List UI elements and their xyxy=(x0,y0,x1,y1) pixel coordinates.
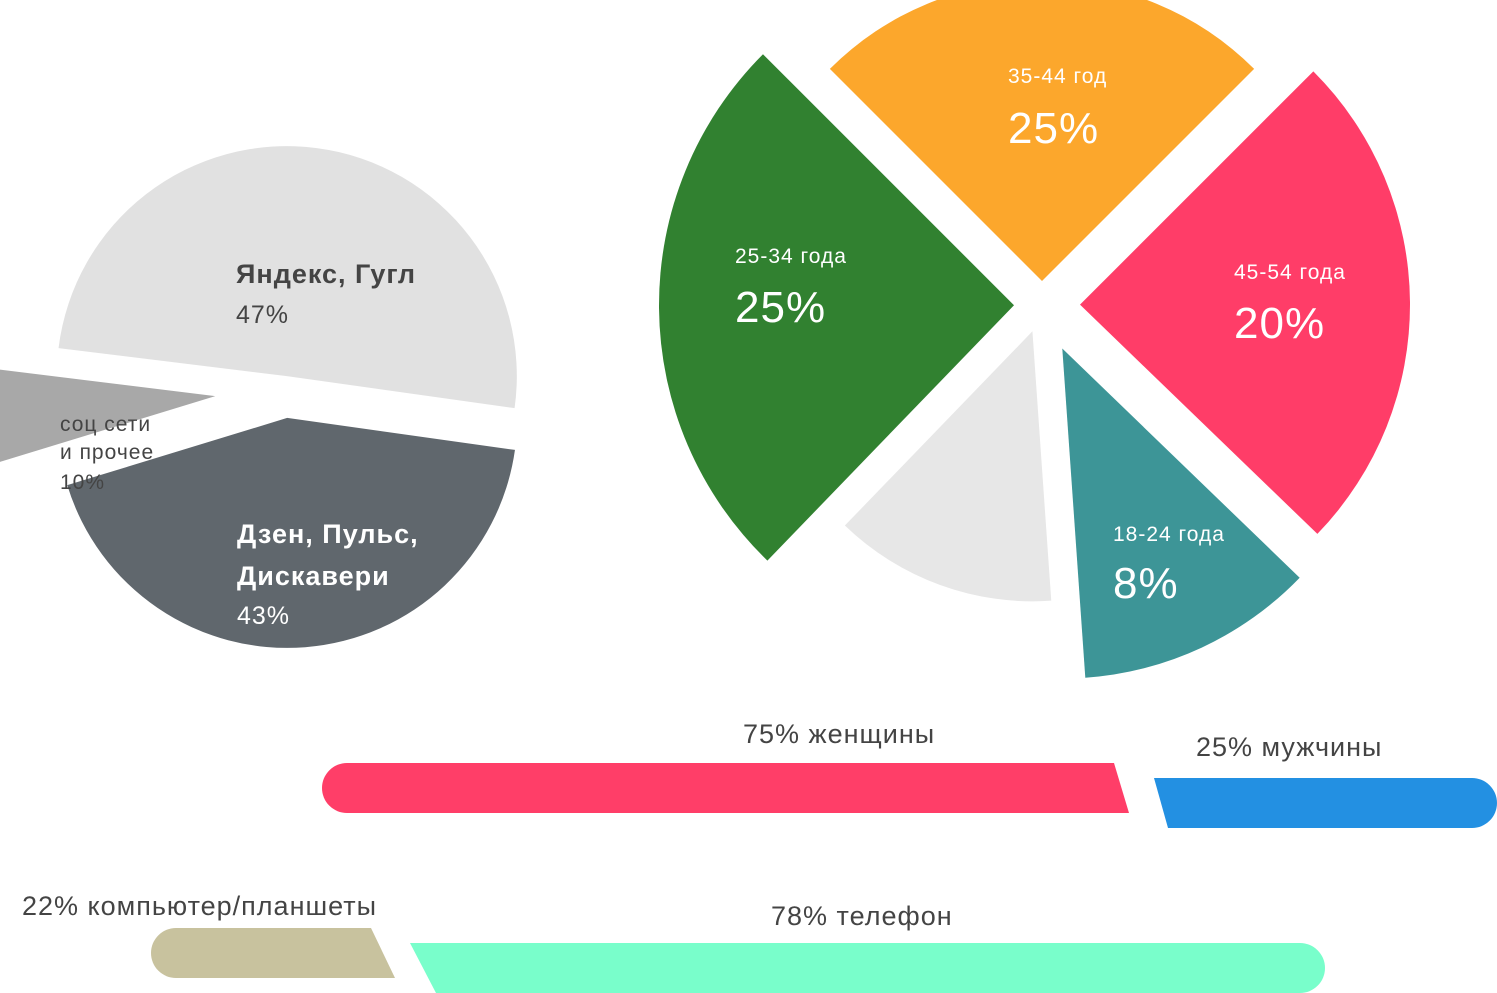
source-slice-0 xyxy=(58,146,517,409)
source-slice-label: Дискавери xyxy=(237,561,390,591)
age-slice-value: 25% xyxy=(1008,104,1099,153)
age-slice-value: 8% xyxy=(1113,559,1179,608)
age-slice-2 xyxy=(1062,348,1300,678)
source-slice-label: Яндекс, Гугл xyxy=(236,259,416,289)
age-slice-4 xyxy=(659,54,1015,561)
device-bar-computer xyxy=(151,928,395,978)
source-slice-label: соц сети xyxy=(60,413,151,436)
gender-label-men: 25% мужчины xyxy=(1196,732,1382,762)
device-bar-phone xyxy=(410,943,1325,993)
source-slice-value: 10% xyxy=(60,471,105,494)
age-slice-label: 18-24 года xyxy=(1113,523,1225,546)
source-slice-value: 47% xyxy=(236,301,289,329)
age-slice-label: 25-34 года xyxy=(735,245,847,268)
gender-bar-women xyxy=(322,763,1129,813)
source-slice-label: Дзен, Пульс, xyxy=(237,519,419,549)
age-slice-value: 20% xyxy=(1234,299,1325,348)
source-slice-2 xyxy=(0,369,216,462)
source-slice-1 xyxy=(67,417,515,648)
gender-bar-men xyxy=(1154,778,1497,828)
age-slice-3 xyxy=(844,331,1052,602)
age-slice-value: 25% xyxy=(735,283,826,332)
age-slice-label: 35-44 год xyxy=(1008,65,1107,88)
gender-label-women: 75% женщины xyxy=(743,719,935,749)
source-slice-label: и прочее xyxy=(60,441,154,464)
age-slice-0 xyxy=(829,0,1255,281)
device-label-computer: 22% компьютер/планшеты xyxy=(22,891,377,921)
device-label-phone: 78% телефон xyxy=(771,901,953,931)
age-slice-label: 45-54 года xyxy=(1234,261,1346,284)
source-slice-value: 43% xyxy=(237,602,290,630)
age-slice-1 xyxy=(1079,71,1410,534)
